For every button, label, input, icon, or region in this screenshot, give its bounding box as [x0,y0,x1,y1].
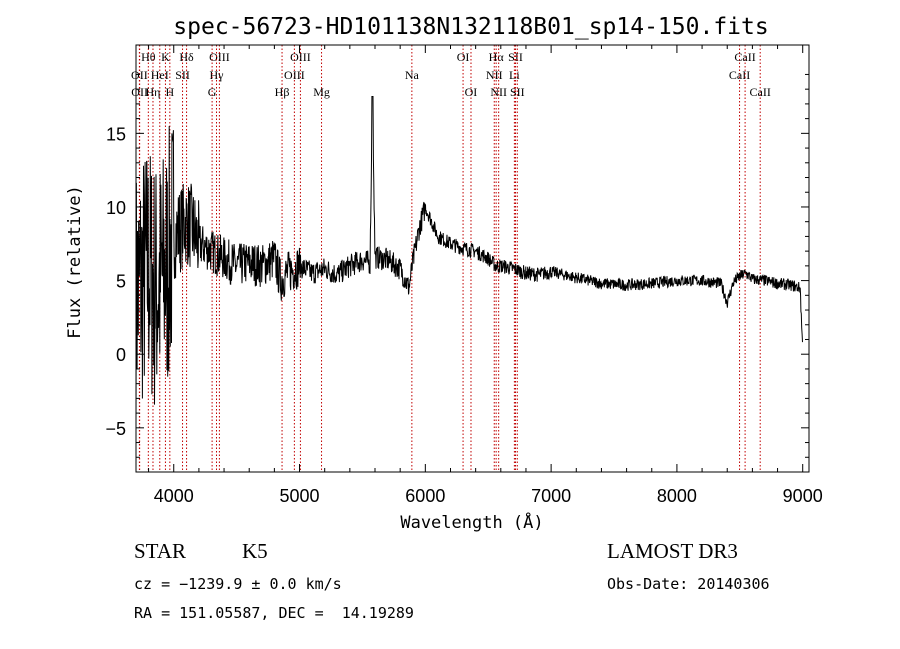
spectral-line-label: SII [175,68,190,82]
spectral-line-label: SII [510,85,525,99]
spectral-line-label: Hγ [210,68,225,82]
obs-date: Obs-Date: 20140306 [607,575,770,593]
spectral-line-label: NII [486,68,503,82]
ra-dec-coords: RA = 151.05587, DEC = 14.19289 [134,604,414,622]
x-tick-label: 5000 [280,486,320,506]
redshift-velocity: cz = −1239.9 ± 0.0 km/s [134,575,342,593]
spectral-line-label: Hη [146,85,161,99]
spectral-line-label: Hδ [179,50,194,64]
spectral-line-label: NII [490,85,507,99]
spectral-line-label: Hθ [141,50,156,64]
spectral-line-label: CaII [729,68,750,82]
flux-series-line [135,96,803,428]
spectral-line-label: CaII [734,50,755,64]
x-axis-label: Wavelength (Å) [400,511,543,533]
spectral-line-label: OI [465,85,478,99]
spectral-line-label: HeI [151,68,169,82]
spectral-line-label: Li [509,68,520,82]
y-tick-label: 0 [116,345,126,365]
spectral-line-label: Na [405,68,420,82]
spectral-line-label: Hβ [275,85,290,99]
y-tick-label: 5 [116,272,126,292]
spectral-line-label: CaII [750,85,771,99]
x-tick-label: 4000 [154,486,194,506]
y-axis-label: Flux (relative) [65,185,85,339]
x-tick-label: 7000 [531,486,571,506]
spectral-line-label: OII [131,85,148,99]
spectral-line-label: G [208,85,217,99]
spectral-line-label: OIII [284,68,305,82]
x-tick-label: 6000 [405,486,445,506]
spectral-line-label: SII [508,50,523,64]
spectral-line-label: Mg [313,85,330,99]
spectral-line-label: OII [131,68,148,82]
plot-frame [135,44,810,473]
chart-title: spec-56723-HD101138N132118B01_sp14-150.f… [173,14,768,40]
object-type: STAR [134,539,186,563]
spectral-line-label: OI [457,50,470,64]
spectral-line-label: Hα [489,50,505,64]
survey-name: LAMOST DR3 [607,539,738,563]
spectral-line-label: H [166,85,175,99]
x-tick-label: 9000 [783,486,823,506]
spectral-line-label: K [161,50,170,64]
spectral-line-label: OIII [290,50,311,64]
y-tick-label: −5 [105,419,126,439]
y-tick-label: 15 [106,124,126,144]
spectral-subclass: K5 [242,539,268,563]
y-tick-label: 10 [106,198,126,218]
spectral-line-label: OIII [209,50,230,64]
axis-ticks: 4000 5000 6000 7000 8000 9000 −5 0 5 10 15 [105,45,823,506]
x-tick-label: 8000 [657,486,697,506]
